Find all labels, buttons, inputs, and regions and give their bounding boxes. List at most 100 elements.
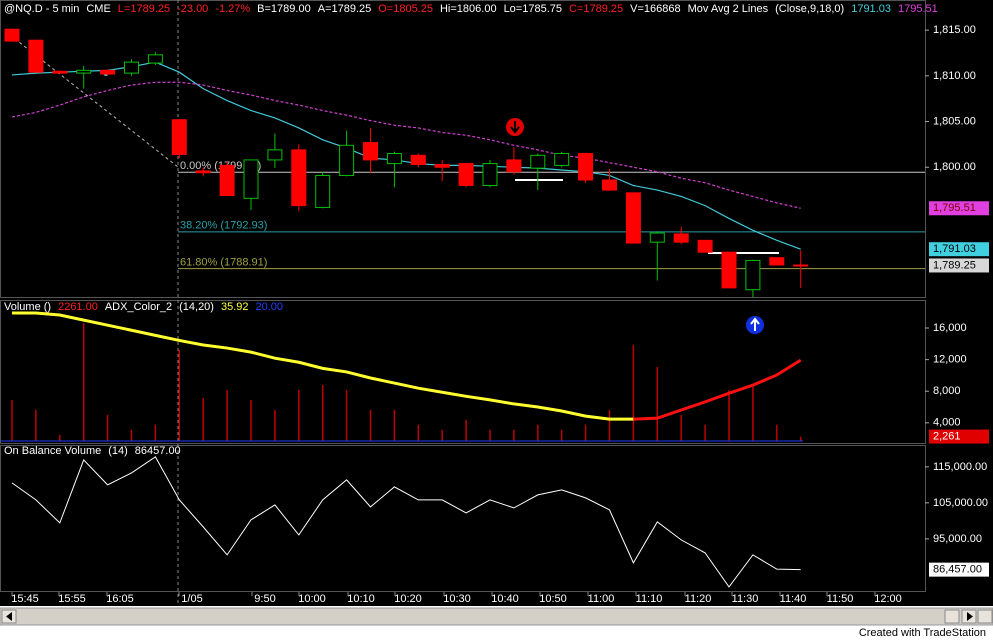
y-tick-label: 105,000.00 xyxy=(933,497,988,509)
x-tick-label: 12:00 xyxy=(874,593,902,605)
obv-legend: On Balance Volume (14) 86457.00 xyxy=(4,445,181,457)
y-tick-label: 8,000 xyxy=(933,385,961,397)
background xyxy=(0,0,993,606)
x-tick-label: 15:45 xyxy=(11,593,39,605)
candle-body xyxy=(147,54,163,64)
adx-line xyxy=(633,358,802,421)
last-value-box xyxy=(929,201,989,216)
legend-item: 1795.51 xyxy=(898,3,938,15)
candle-body xyxy=(28,39,44,73)
x-tick-label: 11:30 xyxy=(732,593,759,605)
candle-body xyxy=(386,153,402,165)
y-tick-label: 1,800.00 xyxy=(933,161,976,173)
legend-item: ADX_Color_2 xyxy=(105,301,172,313)
scrollbar[interactable] xyxy=(0,607,993,626)
candle-body xyxy=(195,170,211,174)
price-panel-border xyxy=(0,0,926,298)
candle-body xyxy=(482,163,498,187)
sell-arrow xyxy=(510,121,520,134)
candle-body xyxy=(506,159,522,173)
legend-item: 20.00 xyxy=(256,301,284,313)
x-tick-label: 10:20 xyxy=(394,593,422,605)
candle-body xyxy=(625,192,641,244)
last-value-label: 2,261 xyxy=(933,430,961,442)
candle-body xyxy=(649,232,665,243)
legend-item: A=1789.25 xyxy=(318,3,372,15)
candle-body xyxy=(52,70,68,74)
last-value-label: 1,789.25 xyxy=(933,259,976,271)
last-value-box xyxy=(929,258,989,273)
zoom-button[interactable] xyxy=(977,609,993,624)
obv-line xyxy=(11,456,801,588)
candle-body xyxy=(219,164,235,197)
x-tick-label: 10:00 xyxy=(298,593,326,605)
volume-legend: Volume () 2261.00 ADX_Color_2 (14,20) 35.92 2… xyxy=(4,301,283,313)
volume-panel-border xyxy=(0,300,926,444)
candle-body xyxy=(673,233,689,243)
x-tick-label: 11:50 xyxy=(827,593,854,605)
x-tick-label: 16:05 xyxy=(106,593,134,605)
adx-line xyxy=(12,311,634,421)
x-tick-label: 11:20 xyxy=(685,593,712,605)
legend-item: (Close,9,18,0) xyxy=(775,3,844,15)
candle-body xyxy=(243,159,259,199)
x-tick-label: 9:50 xyxy=(254,593,275,605)
last-value-box xyxy=(929,242,989,257)
y-tick-label: 1,810.00 xyxy=(933,70,976,82)
last-value-label: 1,791.03 xyxy=(933,243,976,255)
x-tick-label: 11:10 xyxy=(636,593,663,605)
fib-label: 61.80% (1788.91) xyxy=(180,256,267,268)
legend-item: On Balance Volume xyxy=(4,445,101,457)
candle-body xyxy=(291,149,307,207)
legend-item: Mov Avg 2 Lines xyxy=(688,3,769,15)
legend-item: 35.92 xyxy=(221,301,249,313)
legend-item: 86457.00 xyxy=(135,445,181,457)
last-value-box xyxy=(929,562,989,577)
legend-item: 1791.03 xyxy=(851,3,891,15)
x-tick-label: 11:00 xyxy=(588,593,615,605)
y-tick-label: 4,000 xyxy=(933,417,961,429)
fib-label: 38.20% (1792.93) xyxy=(180,220,267,232)
candle-body xyxy=(434,163,450,168)
candle-body xyxy=(745,259,761,291)
candle-body xyxy=(100,69,116,75)
legend-item: B=1789.00 xyxy=(257,3,311,15)
legend-item: -23.00 xyxy=(177,3,208,15)
y-tick-label: 115,000.00 xyxy=(933,461,987,473)
legend-item: CME xyxy=(86,3,110,15)
candle-body xyxy=(76,69,92,74)
obv-panel-border xyxy=(0,445,926,592)
candle-body xyxy=(793,264,809,267)
candle-body xyxy=(4,28,20,42)
candle-body xyxy=(721,251,737,289)
scroll-thumb[interactable] xyxy=(944,609,960,624)
legend-item: O=1805.25 xyxy=(378,3,433,15)
last-value-box xyxy=(929,429,989,444)
candle-body xyxy=(339,144,355,176)
y-tick-label: 12,000 xyxy=(933,354,967,366)
candle-body xyxy=(530,154,546,169)
legend-item: Lo=1785.75 xyxy=(504,3,562,15)
scroll-left-arrow xyxy=(6,612,12,621)
legend-item: Hi=1806.00 xyxy=(440,3,497,15)
x-tick-label: 1/05 xyxy=(181,593,202,605)
candle-body xyxy=(363,142,378,161)
y-tick-label: 95,000.00 xyxy=(933,533,982,545)
x-tick-label: 10:10 xyxy=(347,593,375,605)
legend-item: C=1789.25 xyxy=(569,3,623,15)
y-tick-label: 1,815.00 xyxy=(933,24,976,36)
candle-body xyxy=(578,153,594,181)
x-tick-label: 10:50 xyxy=(539,593,567,605)
legend-item: -1.27% xyxy=(215,3,250,15)
scroll-right-arrow xyxy=(967,612,973,621)
candle-body xyxy=(458,163,474,187)
x-tick-label: 10:40 xyxy=(491,593,519,605)
last-value-label: 1,795.51 xyxy=(933,202,976,214)
candle-body xyxy=(697,239,713,253)
y-tick-label: 16,000 xyxy=(933,322,967,334)
legend-item: 2261.00 xyxy=(58,301,98,313)
footer: Created with TradeStation xyxy=(859,627,986,639)
candle-body xyxy=(171,119,187,155)
legend-item: L=1789.25 xyxy=(118,3,170,15)
